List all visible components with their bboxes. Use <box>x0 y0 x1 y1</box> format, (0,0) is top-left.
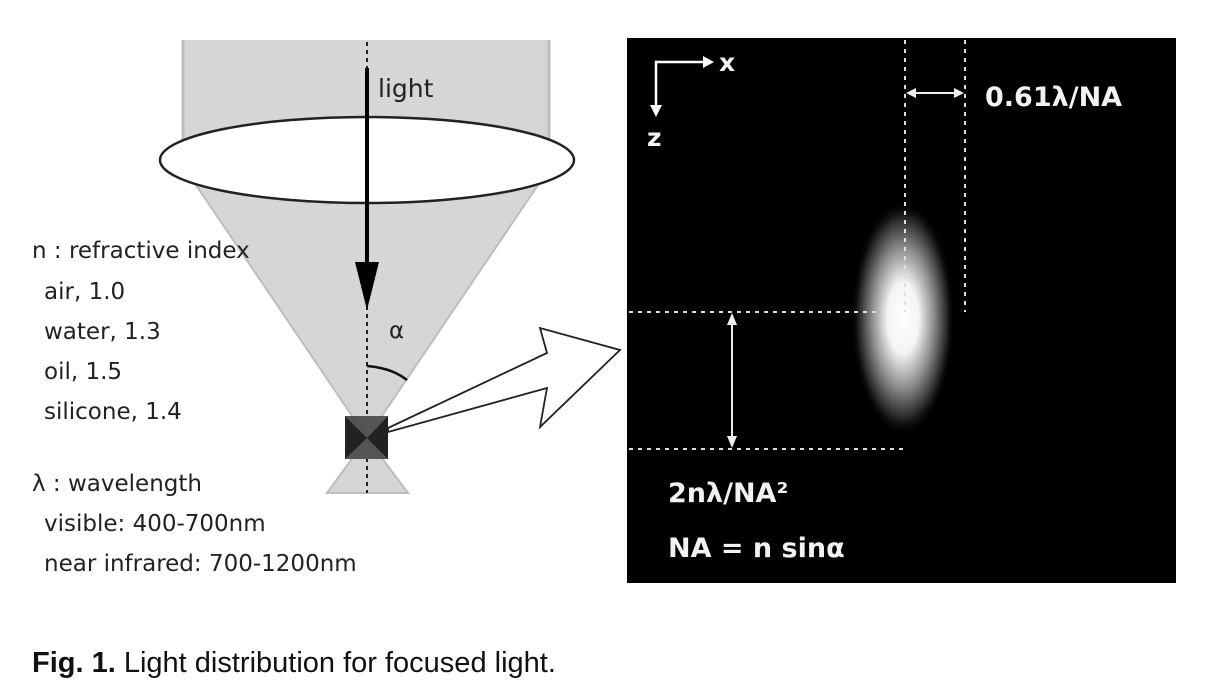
refractive-item: oil, 1.5 <box>44 359 122 385</box>
wavelength-item: visible: 400-700nm <box>44 511 266 537</box>
axial-resolution-label: 2nλ/NA² <box>668 478 788 509</box>
focal-spot-box <box>345 416 388 459</box>
figure-caption: Fig. 1. Light distribution for focused l… <box>32 647 556 680</box>
caption-text: Light distribution for focused light. <box>115 647 556 679</box>
figure-number: Fig. 1. <box>32 647 116 679</box>
na-formula: NA = n sinα <box>668 533 845 564</box>
wavelength-item: near infrared: 700-1200nm <box>44 551 357 577</box>
refractive-item: air, 1.0 <box>44 279 125 305</box>
axis-x-label: x <box>719 48 735 77</box>
axis-indicator <box>650 56 714 117</box>
focusing-diagram: light α n : refractive index air, 1.0 wa… <box>32 40 622 577</box>
psf-image-panel: x z 0.61λ/NA 2nλ/NA² NA = n sinα <box>627 38 1176 583</box>
focal-spot-glow <box>851 200 955 436</box>
magnify-arrow <box>387 326 622 434</box>
refractive-item: water, 1.3 <box>44 319 161 345</box>
wavelength-heading: λ : wavelength <box>32 471 202 497</box>
light-arrow-head <box>355 262 379 310</box>
light-label: light <box>378 74 434 103</box>
axis-z-label: z <box>647 123 662 152</box>
lateral-dimension-arrow <box>906 88 964 98</box>
alpha-arc <box>366 364 408 381</box>
lateral-resolution-label: 0.61λ/NA <box>985 82 1122 113</box>
guide-lines <box>629 40 966 450</box>
alpha-label: α <box>389 318 404 344</box>
refractive-item: silicone, 1.4 <box>44 399 182 425</box>
refractive-heading: n : refractive index <box>32 238 250 264</box>
axial-dimension-arrow <box>727 313 737 448</box>
